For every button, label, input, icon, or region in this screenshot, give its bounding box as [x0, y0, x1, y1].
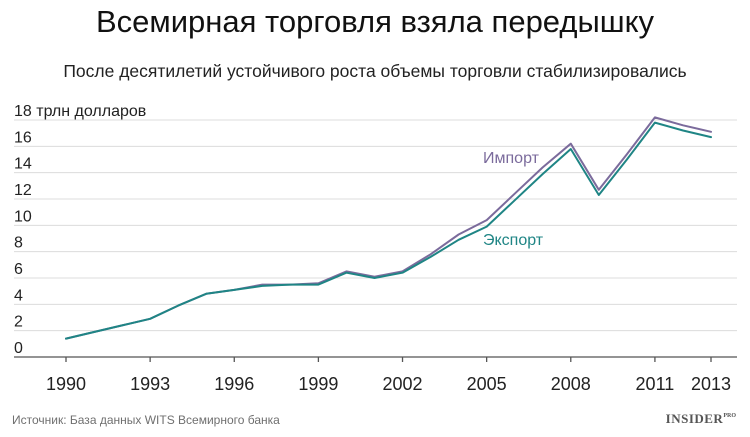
- y-tick-label: 14: [14, 156, 32, 173]
- series-line-import: [65, 116, 712, 340]
- series-labels: Импорт Экспорт: [483, 150, 544, 249]
- x-tick-label: 2011: [636, 374, 675, 394]
- series-label-export: Экспорт: [483, 232, 544, 249]
- gridlines: [14, 119, 737, 332]
- y-tick-label: 8: [14, 235, 23, 252]
- y-tick-label: 10: [14, 208, 32, 225]
- x-tick-label: 2002: [382, 374, 422, 394]
- y-tick-label: 6: [14, 261, 23, 278]
- y-tick-label: 12: [14, 182, 32, 199]
- chart-title: Всемирная торговля взяла передышку: [95, 4, 655, 39]
- series-label-import: Импорт: [483, 150, 540, 167]
- series-line-export: [65, 121, 712, 340]
- y-tick-label: 2: [14, 314, 23, 331]
- x-axis: 1990 1993 1996 1999 2002 2005 2008 2011 2013: [14, 356, 737, 394]
- x-tick-label: 1990: [46, 374, 86, 394]
- y-tick-label: 18 трлн долларов: [14, 103, 146, 120]
- x-tick-label: 1996: [214, 374, 254, 394]
- y-tick-label: 0: [14, 340, 23, 357]
- series-lines: [65, 116, 712, 340]
- x-tick-label: 2013: [691, 374, 731, 394]
- chart-subtitle: После десятилетий устойчивого роста объе…: [63, 61, 687, 81]
- y-tick-label: 16: [14, 129, 32, 146]
- x-tick-label: 2005: [467, 374, 507, 394]
- brand-logo: INSIDERPRO: [665, 411, 736, 426]
- x-tick-label: 2008: [551, 374, 591, 394]
- source-note: Источник: База данных WITS Всемирного ба…: [12, 413, 280, 427]
- x-tick-label: 1993: [130, 374, 170, 394]
- y-tick-label: 4: [14, 287, 23, 304]
- y-axis-tick-labels: 0 2 4 6 8 10 12 14 16 18 трлн долларов: [14, 103, 146, 357]
- x-tick-label: 1999: [298, 374, 338, 394]
